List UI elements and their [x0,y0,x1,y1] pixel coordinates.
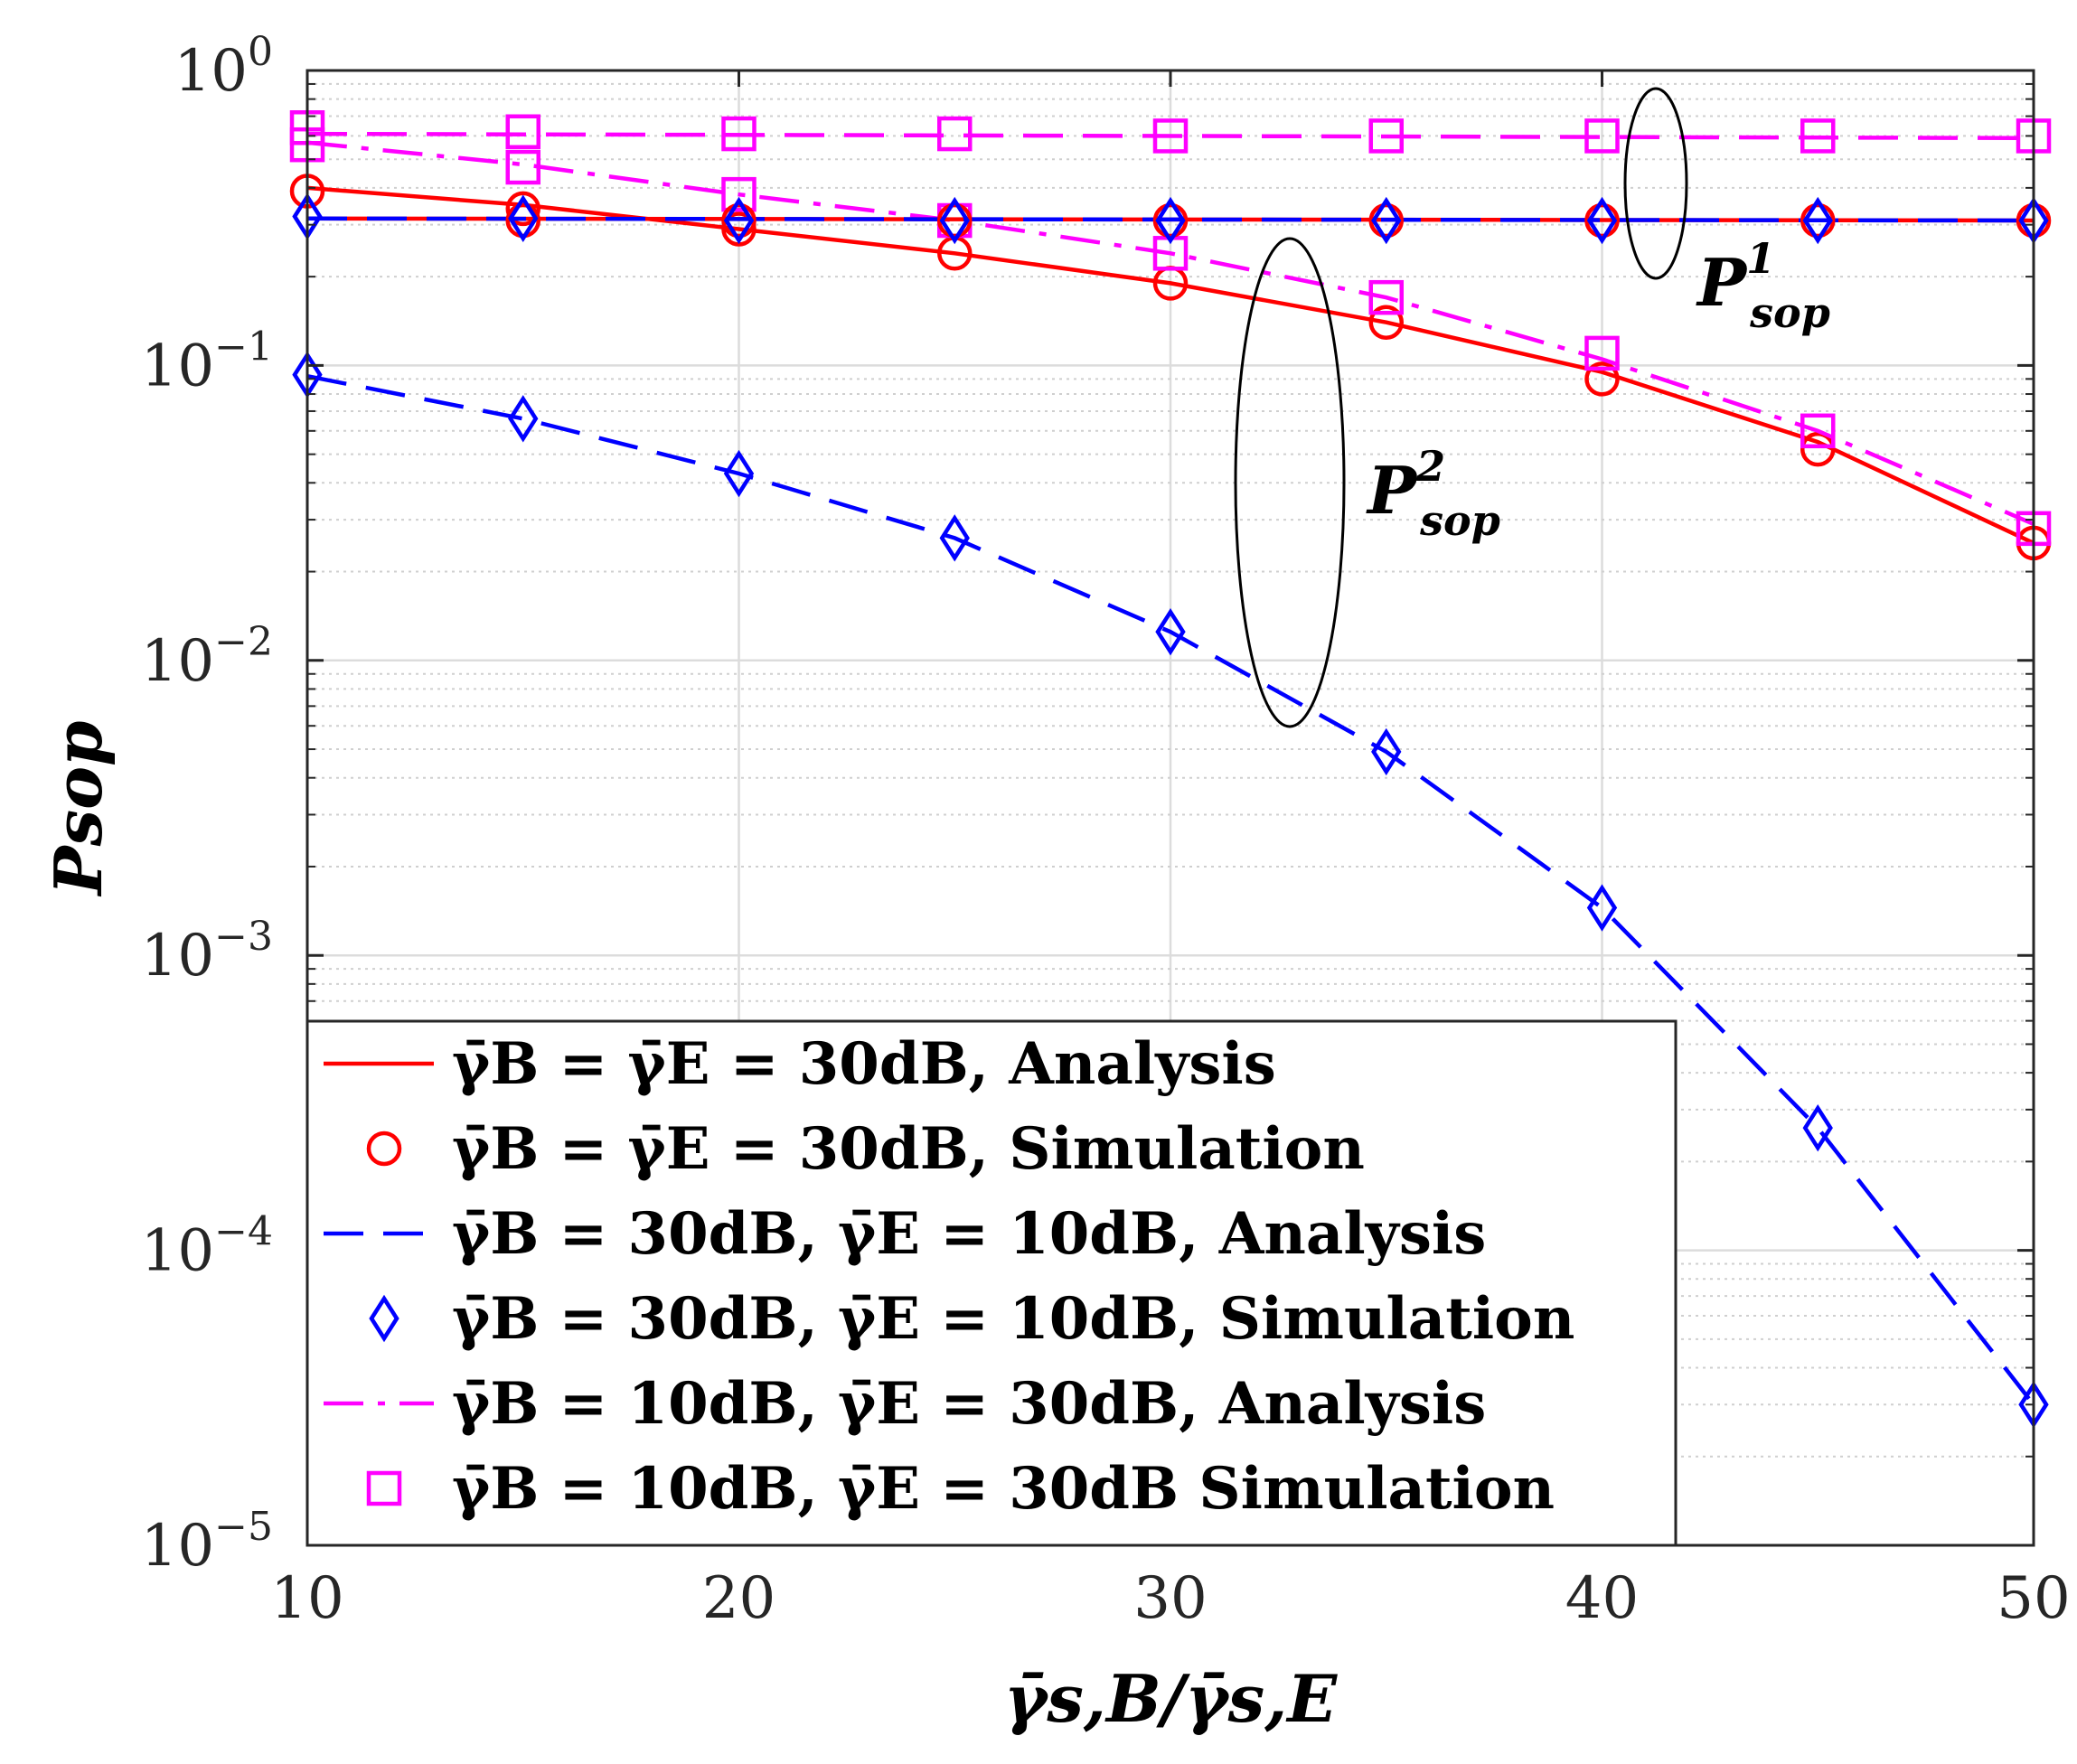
data-point-diamond [939,196,970,245]
data-point-circle [1584,361,1620,397]
legend-swatch-square [366,1470,402,1506]
data-point-diamond [1155,196,1186,245]
legend-swatch-diamond [369,1294,399,1343]
data-point-square [505,149,540,185]
x-axis-title: γ̄s,B/γ̄s,E [1004,1660,1338,1737]
ellipse-psop1 [1623,87,1688,280]
data-point-diamond [508,194,539,242]
data-point-diamond [1155,607,1186,656]
data-point-square [721,176,757,212]
series-line-9 [306,216,2035,223]
series-line-2 [306,373,2035,1406]
y-axis-title: Psop [40,720,117,896]
data-point-diamond [939,514,970,562]
data-point-square [505,114,540,150]
legend: γ̄B = γ̄E = 30dB, Analysis γ̄B = γ̄E = 30… [305,1019,1678,1547]
legend-label: γ̄B = γ̄E = 30dB, Analysis [452,1030,1276,1098]
x-tick-label: 40 [1565,1565,1639,1632]
data-point-circle [1368,202,1404,239]
data-point-circle [937,202,973,239]
data-point-square [721,116,757,152]
data-point-diamond [1371,727,1402,776]
data-point-circle [1368,305,1404,340]
series-line-0 [306,185,2035,545]
x-tick-label: 30 [1133,1565,1207,1632]
y-tick-label: 10−2 [141,619,273,695]
data-series [289,110,2052,1429]
legend-label: γ̄B = γ̄E = 30dB, Simulation [452,1115,1365,1183]
legend-label: γ̄B = 30dB, γ̄E = 10dB, Simulation [452,1285,1574,1353]
data-point-square [1152,118,1189,154]
annotations: P1 sop P2 sop [1234,87,1830,728]
ellipse-psop2 [1234,237,1346,728]
data-point-circle [1800,202,1836,239]
data-point-diamond [723,196,755,245]
y-tick-label: 100 [174,29,273,105]
legend-label: γ̄B = 10dB, γ̄E = 30dB Simulation [452,1455,1555,1523]
y-tick-label: 10−4 [141,1209,273,1285]
legend-box [305,1019,1678,1547]
data-point-square [1800,413,1836,449]
data-point-square [1584,335,1620,371]
data-point-circle [505,191,540,227]
data-point-square [937,116,973,152]
annotation-psop1: P1 sop [1696,234,1830,337]
axis-labels: 10 20 30 40 50 100 10−1 10−2 10−3 10−4 10−5 γ̄s,B/γ… [40,29,2071,1737]
legend-label: γ̄B = 30dB, γ̄E = 10dB, Analysis [452,1200,1486,1268]
data-point-circle [721,202,757,239]
data-point-square [1800,118,1836,154]
data-point-square [1368,279,1404,315]
series-line-6 [306,131,2035,141]
y-tick-label: 10−5 [141,1504,273,1580]
y-tick-label: 10−3 [141,914,273,990]
data-point-diamond [723,449,755,498]
data-point-circle [721,211,757,247]
x-tick-label: 10 [270,1565,343,1632]
legend-label: γ̄B = 10dB, γ̄E = 30dB, Analysis [452,1370,1486,1438]
data-point-diamond [1371,196,1402,245]
data-point-diamond [1802,196,1833,245]
data-point-circle [1800,431,1836,467]
annotation-psop2: P2 sop [1366,442,1500,545]
data-point-square [1584,118,1620,154]
data-point-diamond [1586,196,1618,245]
x-tick-label: 20 [702,1565,775,1632]
legend-swatch-circle [366,1131,402,1167]
data-point-diamond [1586,884,1618,932]
data-point-circle [1584,202,1620,239]
data-point-diamond [508,395,539,443]
data-point-circle [1152,202,1189,239]
x-tick-label: 50 [1997,1565,2070,1632]
data-point-diamond [1802,1103,1833,1152]
data-point-square [1368,118,1404,154]
series-line-4 [306,140,2035,526]
y-tick-label: 10−1 [141,324,273,399]
